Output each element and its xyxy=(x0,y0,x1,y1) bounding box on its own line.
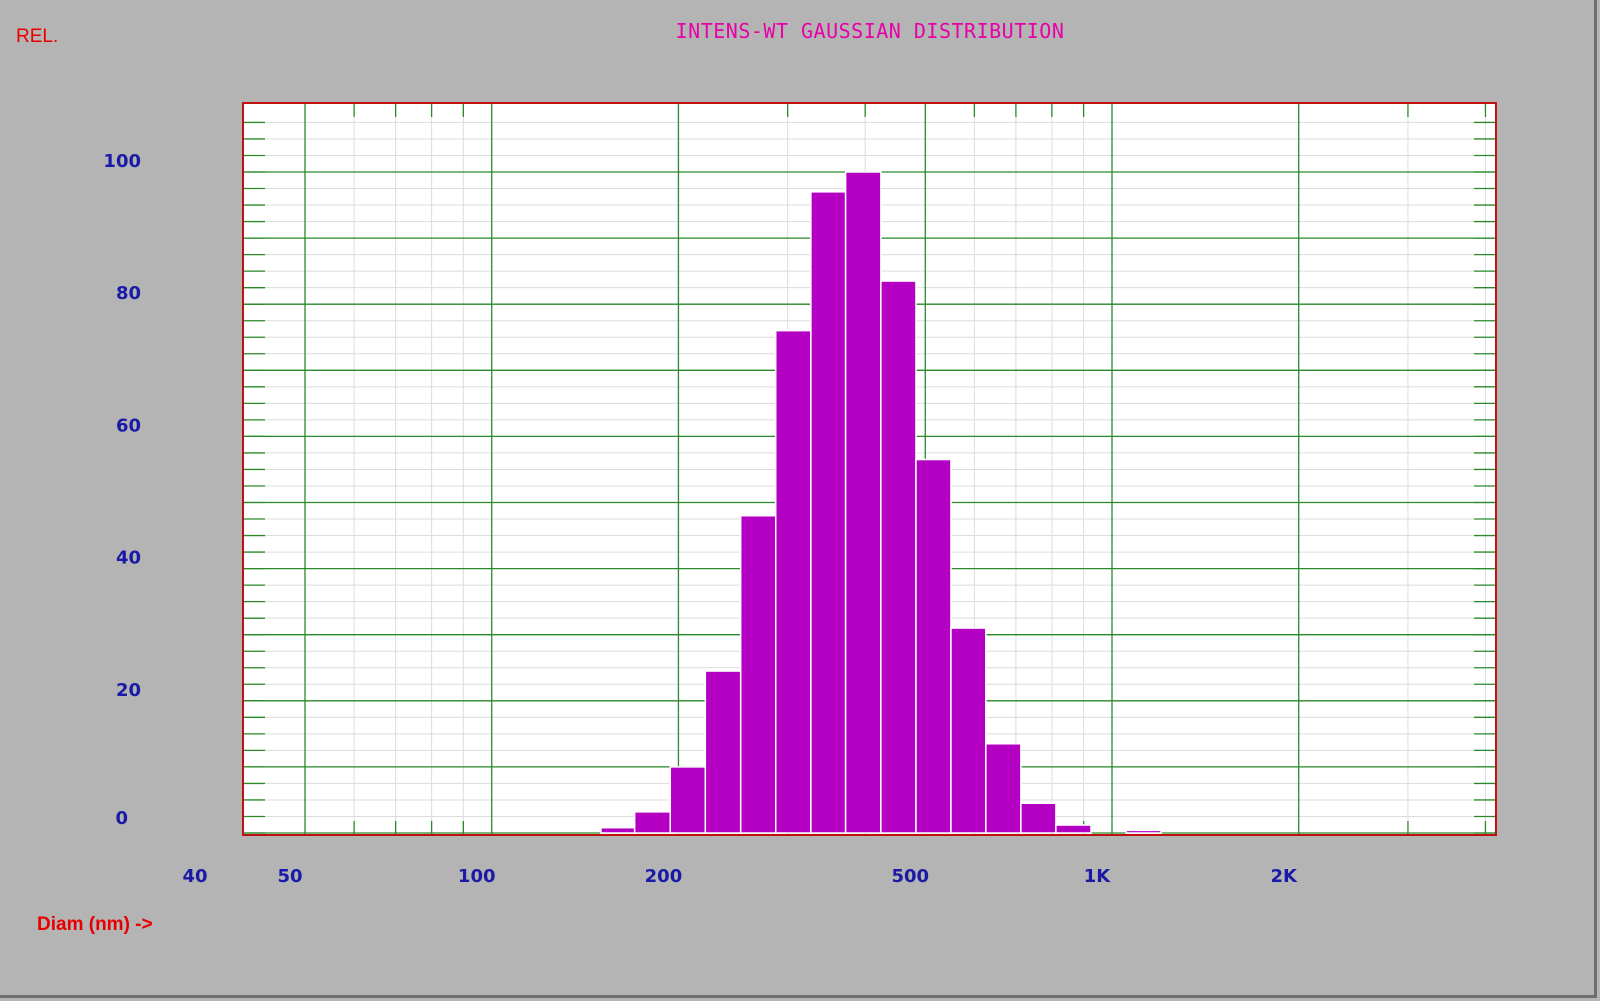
histogram-bar xyxy=(985,743,1022,834)
x-tick-label: 50 xyxy=(277,866,302,887)
histogram-bar xyxy=(774,329,812,834)
x-axis-ticks: 40 50 100 200 500 1K 2K xyxy=(182,866,1298,887)
histogram-bar xyxy=(844,171,882,834)
histogram-bar xyxy=(633,811,671,834)
x-tick-label: 40 xyxy=(182,866,207,887)
histogram-bar xyxy=(600,826,636,834)
y-axis-ticks: 0 20 40 60 80 100 xyxy=(103,151,141,829)
y-tick-label: 60 xyxy=(116,415,141,436)
histogram-bar xyxy=(739,514,777,834)
histogram-bar xyxy=(1020,802,1057,834)
histogram-bar xyxy=(880,280,917,834)
histogram-bar xyxy=(950,627,987,834)
bar-series xyxy=(600,171,1162,834)
histogram-bar xyxy=(1055,824,1092,834)
y-tick-label: 40 xyxy=(116,548,141,569)
y-tick-label: 20 xyxy=(116,680,141,701)
x-tick-label: 500 xyxy=(891,866,929,887)
histogram-bar xyxy=(915,458,952,834)
x-tick-label: 1K xyxy=(1084,866,1112,887)
y-axis-label: REL. xyxy=(16,26,58,47)
histogram-bar xyxy=(669,766,707,834)
chart-title: INTENS-WT GAUSSIAN DISTRIBUTION xyxy=(676,19,1065,43)
histogram-bar xyxy=(704,670,742,834)
x-tick-label: 2K xyxy=(1270,866,1298,887)
histogram-bar xyxy=(1125,829,1162,834)
y-tick-label: 80 xyxy=(116,283,141,304)
histogram-bar xyxy=(810,191,847,834)
y-tick-label: 100 xyxy=(103,151,141,172)
x-tick-label: 200 xyxy=(645,866,683,887)
x-tick-label: 100 xyxy=(458,866,496,887)
x-axis-label: Diam (nm) -> xyxy=(37,914,153,935)
y-tick-label: 0 xyxy=(115,808,128,829)
plot-border xyxy=(242,102,1497,836)
